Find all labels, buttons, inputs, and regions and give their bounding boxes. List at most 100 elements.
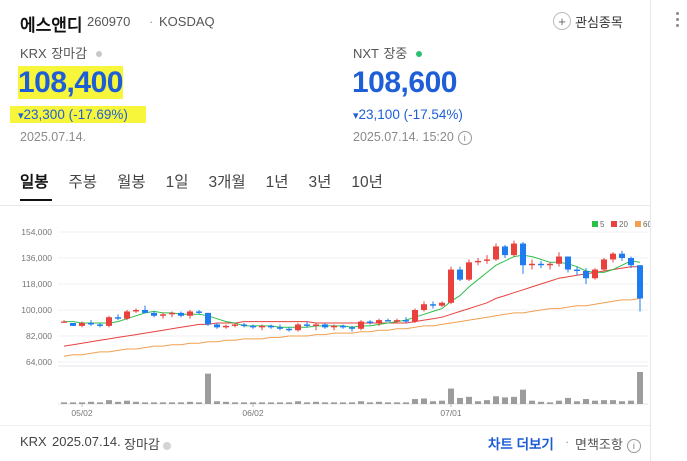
candle-body [187, 311, 193, 316]
active-tab-indicator [20, 199, 52, 201]
y-tick-label: 136,000 [21, 253, 52, 263]
candle-body [493, 246, 499, 260]
volume-bar [169, 402, 175, 404]
nxt-change: 23,100 [358, 107, 400, 122]
y-tick-label: 118,000 [22, 279, 52, 289]
candle-body [511, 243, 517, 256]
candle-body [259, 325, 265, 328]
candle-body [502, 246, 508, 256]
favorite-button[interactable]: + 관심종목 [553, 10, 623, 32]
volume-bar [574, 401, 580, 404]
volume-bar [358, 401, 364, 404]
legend-swatch [611, 221, 617, 227]
krx-change-pct: (-17.69%) [68, 107, 128, 122]
volume-bar [70, 402, 76, 404]
y-tick-label: 64,000 [26, 357, 52, 367]
legend-swatch [592, 221, 598, 227]
volume-bar [394, 402, 400, 404]
disclaimer-link[interactable]: 면책조항 i [575, 434, 641, 453]
x-tick-label: 06/02 [242, 408, 264, 418]
tab-3month[interactable]: 3개월 [208, 174, 246, 191]
volume-bar [475, 401, 481, 404]
chart-more-link[interactable]: 차트 더보기 [488, 437, 554, 452]
disclaimer-label: 면책조항 [575, 437, 623, 452]
ma60-line [63, 297, 641, 357]
candle-body [124, 311, 130, 319]
candle-body [628, 258, 634, 266]
krx-exchange-label: KRX [20, 46, 47, 61]
nxt-date: 2025.07.14. 15:20 [353, 130, 454, 144]
volume-bar [583, 399, 589, 404]
krx-change-highlight: ▾23,300 (-17.69%) [10, 106, 146, 123]
volume-bar [484, 400, 490, 404]
volume-bar [205, 373, 211, 404]
legend-label: 20 [619, 220, 628, 229]
down-arrow-icon: ▾ [353, 110, 359, 122]
footer-date: 2025.07.14. [52, 434, 121, 449]
krx-change: 23,300 [23, 107, 65, 122]
info-icon[interactable]: i [626, 438, 641, 453]
krx-date: 2025.07.14. [20, 130, 87, 144]
tab-10year[interactable]: 10년 [351, 174, 383, 191]
candle-body [556, 256, 562, 264]
tab-daily[interactable]: 일봉 [20, 174, 49, 191]
candle-body [79, 323, 85, 326]
krx-price: 108,400 [18, 66, 123, 99]
candle-body [133, 310, 139, 312]
volume-bar [196, 402, 202, 404]
volume-bar [277, 402, 283, 404]
volume-bar [115, 401, 121, 404]
volume-bar [529, 400, 535, 404]
tabs-divider [0, 205, 650, 206]
volume-bar [565, 397, 571, 404]
price-chart[interactable]: 154,000 136,000 118,000 100,000 82,000 64,000… [0, 206, 650, 422]
tab-monthly[interactable]: 월봉 [117, 174, 146, 191]
volume-bar [223, 401, 229, 404]
candle-body [331, 325, 337, 328]
candle-body [619, 253, 625, 258]
candle-body [520, 243, 526, 266]
candle-body [358, 321, 364, 329]
candle-body [421, 304, 427, 310]
tab-3year[interactable]: 3년 [308, 174, 332, 191]
tab-weekly[interactable]: 주봉 [68, 174, 98, 191]
candle-body [439, 302, 445, 306]
ma20-line [63, 266, 640, 347]
volume-bar [106, 400, 112, 404]
tab-1day[interactable]: 1일 [165, 174, 189, 191]
volume-bar [547, 402, 553, 404]
candle-body [394, 320, 400, 322]
y-tick-label: 154,000 [21, 227, 52, 237]
volume-bar [178, 402, 184, 404]
down-arrow-icon: ▾ [18, 110, 24, 122]
candle-body [97, 324, 103, 326]
volume-bar [241, 402, 247, 404]
candle-body [151, 312, 157, 316]
stock-name[interactable]: 에스앤디 [20, 16, 83, 35]
candle-body [466, 262, 472, 280]
volume-bar [286, 402, 292, 404]
info-icon[interactable]: i [457, 130, 472, 145]
volume-bar [493, 396, 499, 404]
more-menu-icon[interactable] [671, 12, 685, 32]
volume-bar [124, 400, 130, 404]
candle-body [61, 321, 67, 323]
volume-bar [619, 401, 625, 404]
candle-body [214, 324, 220, 328]
tab-1year[interactable]: 1년 [265, 174, 289, 191]
candle-body [412, 310, 418, 322]
candle-body [88, 323, 94, 325]
candle-body [313, 324, 319, 326]
candle-body [583, 271, 589, 279]
candle-body [385, 320, 391, 322]
volume-bar [304, 402, 310, 404]
candle-body [601, 259, 607, 270]
plus-icon: + [553, 12, 571, 30]
volume-bar [295, 401, 301, 404]
x-tick-label: 05/02 [71, 408, 93, 418]
candle-body [610, 253, 616, 260]
krx-price-wrap: 108,400 [18, 66, 123, 100]
volume-bar [133, 401, 139, 404]
candle-body [574, 269, 580, 271]
volume-bar [61, 402, 67, 404]
